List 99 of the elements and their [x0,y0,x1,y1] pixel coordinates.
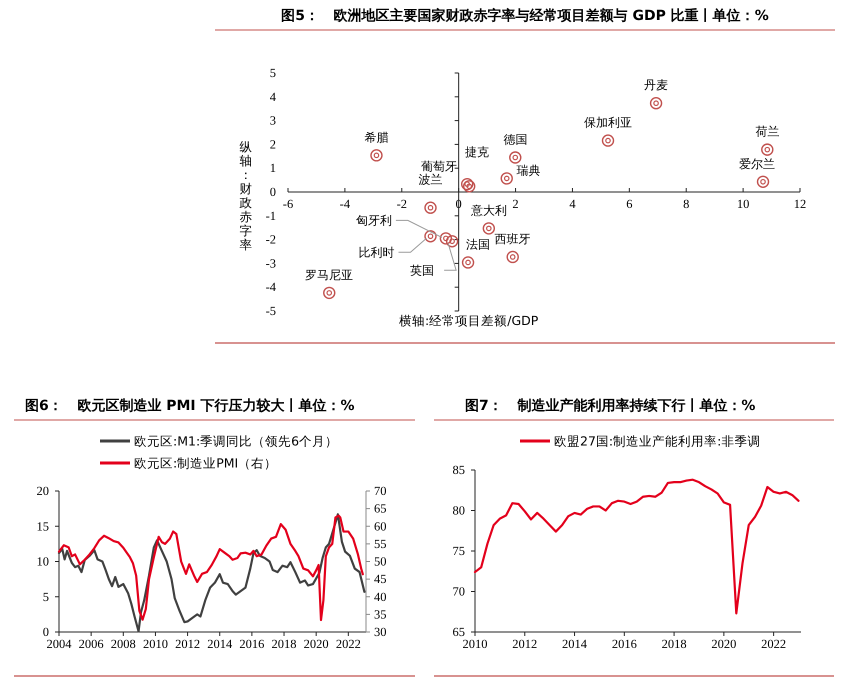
point [461,178,474,190]
point [761,143,774,156]
x-tick-label: -4 [340,197,351,211]
line-series [474,478,800,614]
legend-label: 欧盟27国:制造业产能利用率:非季调 [554,434,760,448]
y-tick-label: 4 [270,90,277,104]
y2-tick-label: 30 [374,625,386,639]
y-tick-label: 5 [270,66,276,80]
y2-tick-label: 55 [374,536,386,551]
y2-tick-label: 50 [374,554,386,568]
annotation: 意大利 [470,203,507,218]
y-tick-label: 2 [270,137,276,152]
chart-title: 图5： 欧洲地区主要国家财政赤字率与经常项目差额与 GDP 比重丨单位：% [281,7,769,24]
point [506,250,519,264]
y-tick-label: 15 [36,519,49,534]
x-tick-label: 6 [626,197,632,211]
point [424,230,437,242]
x-tick-label: 10 [736,197,750,211]
legend-label: 欧元区:M1:季调同比（领先6个月） [134,434,338,448]
x-tick-label: -2 [396,197,407,211]
point [323,286,336,300]
chart-title: 图7： 制造业产能利用率持续下行丨单位：% [465,397,756,414]
x-tick-label: 2016 [239,637,264,651]
point [446,235,458,248]
x-tick-label: 2006 [78,637,104,651]
x-tick-label: 2018 [662,637,687,651]
x-tick-label: 2022 [336,637,361,651]
y2-tick-label: 70 [374,484,386,498]
y-tick-label: 5 [42,590,49,604]
legend-label: 欧元区:制造业PMI（右） [134,456,278,470]
annotation: 瑞典 [516,163,541,178]
y2-tick-label: 60 [374,519,386,534]
y-tick-label: 3 [270,114,276,128]
point [370,149,383,162]
x-tick-label: 2012 [512,637,538,651]
point [462,256,474,269]
y-tick-label: -3 [266,256,276,270]
y-tick-label: 75 [452,544,465,558]
annotation: 丹麦 [644,78,668,92]
point [650,97,662,110]
annotation: 西班牙 [494,232,531,246]
y-tick-label: 80 [452,504,465,518]
point [462,180,476,192]
x-tick-label: 2022 [761,637,786,651]
annotation: 比利时 [358,245,395,260]
x-tick-label: 4 [569,197,576,211]
annotation: 爱尔兰 [739,156,776,171]
x-tick-label: 2016 [612,637,637,651]
x-tick-label: 2012 [175,637,200,651]
y-tick-label: 1 [270,161,276,176]
annotation: 希腊 [364,130,388,144]
y-tick-label: -5 [266,304,276,318]
annotation: 罗马尼亚 [305,268,354,282]
annotation: 英国 [410,263,434,278]
x-tick-label: 2010 [142,637,168,651]
point [500,172,513,185]
annotation: 保加利亚 [584,116,632,130]
x-tick-label: 2004 [46,637,72,651]
x-tick-label: 12 [794,197,806,211]
point [424,202,437,214]
y2-tick-label: 45 [374,572,386,586]
x-tick-label: -6 [282,197,294,211]
y2-tick-label: 65 [374,502,386,516]
y2-tick-label: 40 [374,590,386,604]
y-tick-label: 10 [36,554,49,568]
y-axis-title: 纵轴：财政赤字率 [240,139,252,252]
annotation: 法国 [466,237,490,252]
chart-title: 图6： 欧元区制造业 PMI 下行压力较大丨单位：% [25,398,355,414]
point [509,151,522,164]
y-tick-label: -1 [266,208,276,223]
x-tick-label: 2020 [711,637,736,651]
point [440,232,452,245]
x-tick-label: 2018 [272,637,297,651]
y-tick-label: 0 [42,625,49,639]
y-tick-label: 65 [452,625,465,639]
y-tick-label: 0 [270,185,276,199]
point [482,222,496,235]
y-tick-label: 70 [452,584,465,598]
y-tick-label: -2 [266,232,276,247]
y2-tick-label: 35 [374,607,386,622]
point [756,176,770,188]
x-tick-label: 2008 [110,637,136,651]
x-tick-label: 8 [683,197,690,211]
y-tick-label: 20 [36,484,49,498]
annotation: 波兰 [418,172,443,187]
y-tick-label: 85 [452,463,465,477]
x-tick-label: 2020 [304,637,329,651]
annotation: 捷克 [465,145,490,160]
x-tick-label: 2010 [462,637,488,651]
annotation: 荷兰 [755,124,780,139]
annotation: 德国 [503,132,528,146]
x-tick-label: 2 [512,197,519,211]
point [602,134,614,147]
x-tick-label: 2014 [207,637,233,651]
annotation: 葡萄牙 [421,159,458,174]
x-axis-title: 横轴:经常项目差额/GDP [399,313,539,328]
annotation: 匈牙利 [356,213,392,228]
y-tick-label: -4 [266,280,277,294]
x-tick-label: 2014 [562,637,588,651]
